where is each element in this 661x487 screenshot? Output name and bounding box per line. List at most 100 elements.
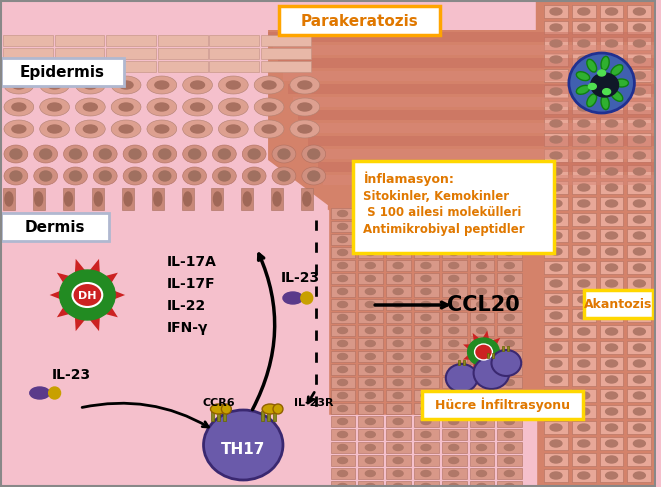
FancyBboxPatch shape [469, 286, 494, 297]
FancyBboxPatch shape [330, 351, 356, 362]
FancyBboxPatch shape [442, 325, 467, 336]
Ellipse shape [633, 408, 645, 415]
Polygon shape [278, 58, 656, 68]
FancyBboxPatch shape [498, 442, 522, 453]
FancyBboxPatch shape [572, 341, 596, 354]
FancyBboxPatch shape [386, 377, 411, 388]
Ellipse shape [338, 340, 348, 346]
FancyBboxPatch shape [386, 364, 411, 375]
FancyBboxPatch shape [106, 48, 156, 59]
FancyBboxPatch shape [330, 325, 356, 336]
Polygon shape [57, 273, 87, 295]
FancyBboxPatch shape [358, 390, 383, 401]
Polygon shape [268, 30, 656, 210]
Ellipse shape [633, 152, 645, 159]
Ellipse shape [477, 470, 486, 476]
Ellipse shape [449, 210, 459, 217]
Ellipse shape [111, 76, 141, 94]
Polygon shape [87, 295, 100, 331]
Ellipse shape [605, 24, 617, 31]
Ellipse shape [272, 167, 296, 185]
FancyBboxPatch shape [469, 403, 494, 414]
FancyBboxPatch shape [469, 442, 494, 453]
Ellipse shape [550, 296, 562, 303]
FancyBboxPatch shape [469, 364, 494, 375]
FancyBboxPatch shape [600, 261, 623, 274]
Ellipse shape [393, 354, 403, 359]
Ellipse shape [578, 72, 590, 79]
FancyBboxPatch shape [627, 293, 651, 306]
FancyBboxPatch shape [544, 277, 568, 290]
Ellipse shape [366, 393, 375, 398]
FancyBboxPatch shape [544, 149, 568, 162]
FancyBboxPatch shape [330, 247, 356, 258]
Ellipse shape [366, 445, 375, 450]
FancyBboxPatch shape [55, 48, 104, 59]
Ellipse shape [4, 145, 28, 163]
Polygon shape [288, 84, 656, 94]
Ellipse shape [504, 210, 514, 217]
FancyBboxPatch shape [600, 469, 623, 482]
Ellipse shape [578, 136, 590, 143]
Ellipse shape [393, 484, 403, 487]
Ellipse shape [393, 262, 403, 268]
FancyBboxPatch shape [498, 429, 522, 440]
Ellipse shape [550, 280, 562, 287]
FancyBboxPatch shape [358, 351, 383, 362]
FancyBboxPatch shape [1, 58, 124, 86]
Ellipse shape [218, 76, 249, 94]
FancyBboxPatch shape [627, 21, 651, 34]
Ellipse shape [421, 340, 431, 346]
Ellipse shape [578, 40, 590, 47]
Ellipse shape [449, 418, 459, 425]
Ellipse shape [421, 406, 431, 412]
FancyBboxPatch shape [358, 442, 383, 453]
Ellipse shape [254, 120, 284, 138]
FancyBboxPatch shape [544, 293, 568, 306]
Ellipse shape [477, 418, 486, 425]
Ellipse shape [338, 470, 348, 476]
FancyBboxPatch shape [487, 353, 489, 358]
Ellipse shape [504, 367, 514, 373]
Ellipse shape [421, 393, 431, 398]
Ellipse shape [578, 152, 590, 159]
Polygon shape [313, 149, 656, 159]
Ellipse shape [605, 120, 617, 127]
FancyBboxPatch shape [469, 221, 494, 232]
FancyBboxPatch shape [414, 338, 439, 349]
Ellipse shape [147, 76, 176, 94]
Ellipse shape [95, 192, 102, 206]
Ellipse shape [504, 445, 514, 450]
FancyBboxPatch shape [414, 299, 439, 310]
FancyBboxPatch shape [442, 234, 467, 245]
FancyBboxPatch shape [572, 421, 596, 434]
Ellipse shape [449, 406, 459, 412]
FancyBboxPatch shape [358, 481, 383, 487]
Ellipse shape [605, 408, 617, 415]
Ellipse shape [119, 103, 133, 111]
Ellipse shape [65, 192, 73, 206]
FancyBboxPatch shape [544, 357, 568, 370]
FancyBboxPatch shape [627, 309, 651, 322]
Ellipse shape [633, 456, 645, 463]
Ellipse shape [578, 280, 590, 287]
Ellipse shape [550, 184, 562, 191]
FancyBboxPatch shape [386, 299, 411, 310]
FancyBboxPatch shape [572, 453, 596, 466]
Ellipse shape [393, 418, 403, 425]
FancyBboxPatch shape [330, 442, 356, 453]
Ellipse shape [449, 340, 459, 346]
Ellipse shape [273, 404, 283, 414]
FancyBboxPatch shape [442, 377, 467, 388]
Ellipse shape [59, 270, 115, 320]
FancyBboxPatch shape [358, 247, 383, 258]
FancyBboxPatch shape [572, 213, 596, 226]
Ellipse shape [578, 56, 590, 63]
Ellipse shape [449, 367, 459, 373]
Text: IL-23: IL-23 [280, 271, 319, 285]
Ellipse shape [550, 456, 562, 463]
FancyBboxPatch shape [502, 346, 504, 351]
Ellipse shape [48, 81, 61, 89]
FancyBboxPatch shape [210, 48, 259, 59]
FancyBboxPatch shape [600, 85, 623, 98]
